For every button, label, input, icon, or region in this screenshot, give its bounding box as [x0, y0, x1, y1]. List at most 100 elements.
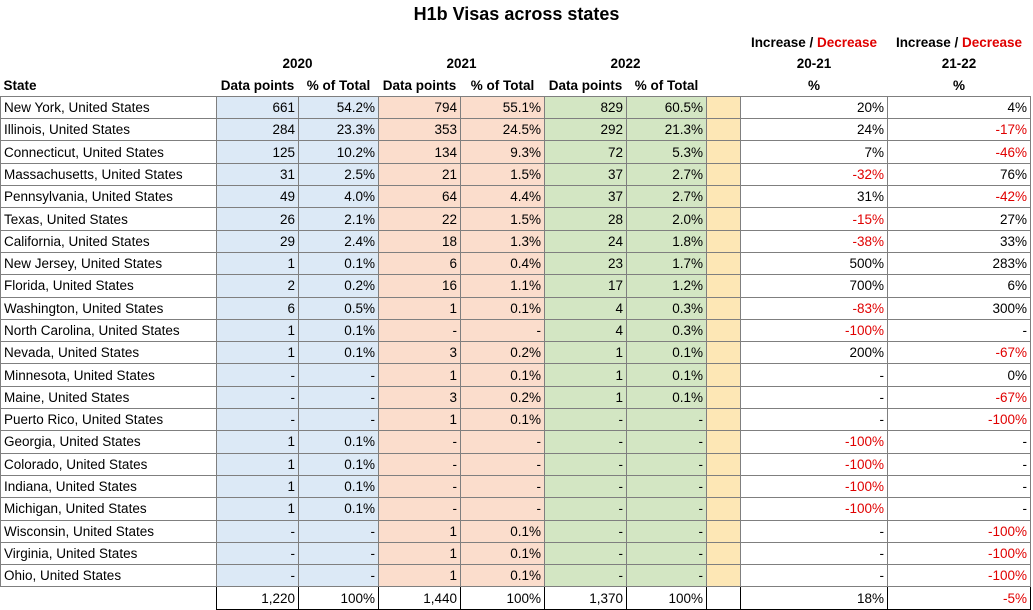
- pct-total-cell: -: [626, 519, 707, 543]
- pct-total-cell: 23.3%: [298, 118, 379, 142]
- pct-total-cell: -: [298, 541, 379, 566]
- total-cell: -5%: [887, 586, 1031, 610]
- data-points-cell: 18: [378, 229, 461, 253]
- change-pct-cell: 0%: [887, 363, 1031, 387]
- pct-total-cell: 0.5%: [298, 296, 379, 320]
- pct-total-cell: 1.5%: [460, 207, 545, 231]
- data-points-cell: 1: [216, 430, 299, 454]
- change-pct-cell: 76%: [887, 162, 1031, 187]
- state-name-cell: California, United States: [0, 229, 217, 253]
- change-pct-cell: -100%: [887, 408, 1031, 432]
- table-row: North Carolina, United States 1 0.1% - -4 0.3…: [0, 318, 1031, 343]
- state-name-cell: Minnesota, United States: [0, 363, 217, 387]
- change-pct-cell: 700%: [740, 274, 888, 298]
- data-points-cell: 1: [378, 296, 461, 320]
- change-pct-cell: -: [887, 452, 1031, 476]
- data-points-cell: 353: [378, 118, 461, 142]
- data-points-cell: 1: [378, 541, 461, 566]
- change-pct-cell: -100%: [887, 519, 1031, 543]
- pct-total-cell: 0.1%: [298, 318, 379, 343]
- total-cell: 100%: [460, 586, 545, 610]
- change-pct-cell: -38%: [740, 229, 888, 253]
- state-name-cell: Texas, United States: [0, 207, 217, 231]
- spacer-cell: [706, 185, 741, 209]
- change-pct-cell: -67%: [887, 341, 1031, 365]
- data-points-cell: 1: [378, 408, 461, 432]
- pct-total-cell: 21.3%: [626, 118, 707, 142]
- data-points-cell: -: [544, 430, 627, 454]
- totals-row: 1,220 100% 1,440 100% 1,370 100% 18% -5%: [0, 586, 1031, 610]
- pct-total-cell: 0.1%: [298, 251, 379, 276]
- data-points-cell: 16: [378, 274, 461, 298]
- pct-total-cell: -: [460, 318, 545, 343]
- data-points-cell: -: [378, 318, 461, 343]
- data-points-cell: 1: [216, 318, 299, 343]
- spacer-cell: [706, 207, 741, 231]
- pct-total-header: % of Total: [634, 77, 699, 93]
- period-header-21-22: 21-22: [941, 56, 977, 72]
- change-pct-cell: -: [887, 497, 1031, 521]
- state-name-cell: Wisconsin, United States: [0, 519, 217, 543]
- spacer-cell: [706, 564, 741, 588]
- change-pct-cell: 4%: [887, 95, 1031, 120]
- pct-total-cell: 0.1%: [298, 341, 379, 365]
- data-points-cell: 6: [216, 296, 299, 320]
- total-cell: 18%: [740, 586, 888, 610]
- pct-total-cell: 2.7%: [626, 162, 707, 187]
- pct-total-cell: -: [298, 385, 379, 410]
- data-points-cell: -: [216, 385, 299, 410]
- data-points-cell: 72: [544, 140, 627, 164]
- change-pct-cell: -: [740, 519, 888, 543]
- change-pct-cell: -100%: [740, 452, 888, 476]
- pct-total-cell: -: [626, 474, 707, 499]
- total-cell: 1,440: [378, 586, 461, 610]
- pct-total-cell: 0.1%: [460, 363, 545, 387]
- table-row: Washington, United States 6 0.5% 1 0.1% 4 0.3%…: [0, 296, 1031, 320]
- pct-total-cell: -: [298, 408, 379, 432]
- increase-decrease-header: Increase / Decrease: [895, 35, 1023, 51]
- data-points-cell: -: [216, 564, 299, 588]
- pct-total-cell: 1.2%: [626, 274, 707, 298]
- table-row: Minnesota, United States - -1 0.1% 1 0.1% -0%: [0, 363, 1031, 387]
- pct-total-cell: 0.1%: [626, 385, 707, 410]
- pct-total-cell: 0.2%: [298, 274, 379, 298]
- state-name-cell: Connecticut, United States: [0, 140, 217, 164]
- spacer-cell: [706, 341, 741, 365]
- data-points-cell: 3: [378, 385, 461, 410]
- pct-total-cell: 0.1%: [460, 564, 545, 588]
- change-pct-cell: 500%: [740, 251, 888, 276]
- year-header-2020: 2020: [282, 56, 313, 72]
- pct-total-cell: -: [460, 497, 545, 521]
- pct-total-cell: 4.4%: [460, 185, 545, 209]
- data-points-cell: 1: [216, 251, 299, 276]
- data-points-header: Data points: [548, 77, 623, 93]
- data-points-cell: 37: [544, 162, 627, 187]
- change-pct-cell: 6%: [887, 274, 1031, 298]
- change-pct-cell: -46%: [887, 140, 1031, 164]
- pct-total-cell: -: [460, 452, 545, 476]
- data-points-header: Data points: [220, 77, 295, 93]
- table-row: Pennsylvania, United States 49 4.0% 64 4.4% 3…: [0, 185, 1031, 209]
- data-points-cell: -: [216, 408, 299, 432]
- pct-total-cell: -: [626, 408, 707, 432]
- state-name-cell: Pennsylvania, United States: [0, 185, 217, 209]
- state-name-cell: Illinois, United States: [0, 118, 217, 142]
- spreadsheet: H1b Visas across states Increase / Decre…: [0, 4, 1031, 610]
- change-pct-cell: -100%: [740, 430, 888, 454]
- pct-total-header: % of Total: [470, 77, 535, 93]
- data-points-cell: 1: [544, 385, 627, 410]
- pct-total-cell: 0.3%: [626, 296, 707, 320]
- data-points-header: Data points: [382, 77, 457, 93]
- data-points-cell: -: [544, 497, 627, 521]
- pct-total-cell: 0.1%: [460, 519, 545, 543]
- pct-total-cell: 0.1%: [460, 408, 545, 432]
- change-pct-cell: -: [887, 474, 1031, 499]
- data-points-cell: -: [544, 474, 627, 499]
- spacer-cell: [706, 541, 741, 566]
- change-pct-cell: -100%: [740, 318, 888, 343]
- data-points-cell: 24: [544, 229, 627, 253]
- data-points-cell: -: [378, 452, 461, 476]
- state-name-cell: Puerto Rico, United States: [0, 408, 217, 432]
- state-name-cell: Indiana, United States: [0, 474, 217, 499]
- table-row: Ohio, United States - -1 0.1% - - - -100%: [0, 564, 1031, 588]
